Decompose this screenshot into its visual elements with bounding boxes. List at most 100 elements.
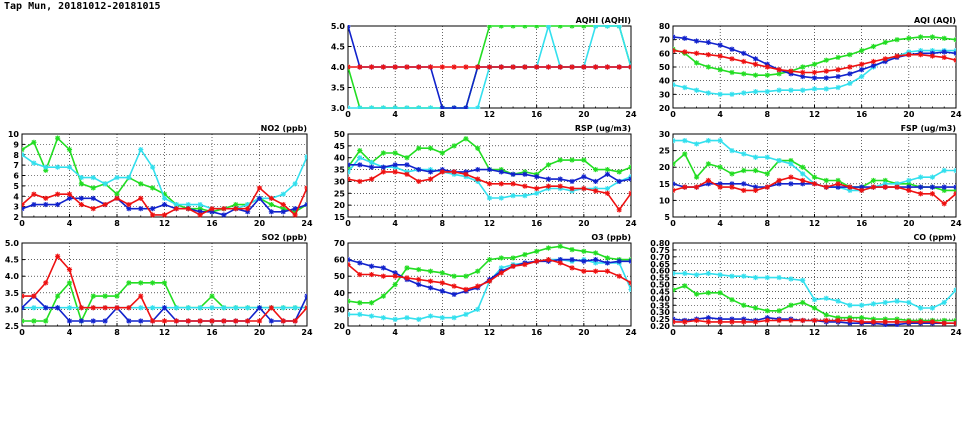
y-tick-label: 3.5 [5,289,20,298]
data-point-red [835,317,841,324]
data-point-green [392,281,398,288]
data-point-red [209,318,215,324]
x-tick-label: 16 [531,110,543,119]
x-tick-label: 0 [345,328,351,337]
data-point-green [569,247,575,253]
data-point-cyan [78,174,84,181]
x-tick-label: 16 [856,110,868,119]
data-point-cyan [705,270,711,277]
x-tick-label: 4 [67,219,73,228]
y-tick-label: 10 [8,130,20,139]
data-point-red [66,266,73,273]
data-point-green [22,318,25,324]
data-point-green [138,181,144,187]
y-tick-label: 60 [659,49,671,58]
data-point-red [380,273,386,279]
data-point-green [114,191,120,197]
data-point-blue [22,305,25,311]
data-point-red [475,64,481,70]
data-point-blue [245,209,251,215]
data-point-green [882,177,888,184]
data-point-cyan [185,201,191,208]
data-point-green [705,64,711,70]
data-point-green [729,69,735,76]
data-point-red [717,319,723,325]
data-point-cyan [673,270,676,277]
data-point-green [292,209,298,215]
data-point-blue [475,166,481,173]
y-tick-label: 60 [334,256,346,265]
data-point-red [43,195,49,201]
x-tick-label: 0 [670,219,676,228]
y-tick-label: 5.0 [331,22,346,31]
data-point-cyan [114,174,120,181]
x-tick-label: 16 [206,219,218,228]
data-point-cyan [788,276,794,282]
chart-aqhi: 0 4 8 12 16 20 24 3.0 3.5 4.0 4.5 5.0 AQHI (AQHI) [331,16,637,119]
data-point-green [581,157,587,163]
data-point-red [138,293,144,299]
series-cyan [673,48,956,97]
data-point-blue [929,184,936,190]
data-point-green [835,177,841,184]
data-point-green [929,34,936,40]
x-tick-label: 24 [625,110,637,119]
data-point-red [197,212,203,218]
data-point-green [835,315,841,321]
data-point-red [534,185,540,192]
data-point-cyan [682,138,688,144]
y-tick-label: 30 [334,177,346,186]
data-point-green [918,34,924,40]
chart-title: FSP (ug/m3) [901,124,956,133]
data-point-red [682,49,688,55]
data-point-cyan [929,174,936,180]
data-point-blue [90,318,96,324]
data-point-blue [894,322,900,327]
chart-so2: 0 4 8 12 16 20 24 2.5 3.0 3.5 4.0 4.5 5.0 SO2 (ppb) [5,233,313,337]
data-point-green [581,248,587,254]
data-point-blue [161,305,168,311]
data-point-green [870,177,877,184]
data-point-green [811,61,818,67]
data-point-red [348,261,351,268]
data-point-cyan [209,305,215,311]
data-point-blue [729,316,735,322]
data-point-cyan [752,89,759,95]
data-point-red [811,181,818,187]
data-point-red [800,69,806,76]
data-point-blue [682,35,688,41]
data-point-cyan [404,105,410,109]
data-point-cyan [953,167,956,174]
data-point-cyan [348,169,351,175]
data-point-green [741,302,747,308]
data-point-cyan [404,315,410,321]
data-point-red [870,58,877,65]
data-point-red [451,64,457,70]
data-point-red [800,177,806,184]
data-point-cyan [673,82,676,88]
data-point-blue [557,176,563,182]
data-point-green [439,270,445,276]
data-point-red [894,184,900,190]
data-point-green [835,54,841,61]
y-tick-label: 80 [659,22,671,31]
y-tick-label: 35 [334,166,346,175]
data-point-green [729,297,735,303]
data-point-red [673,187,676,194]
data-point-green [197,206,203,212]
data-point-cyan [752,154,759,160]
data-point-green [486,257,493,263]
data-point-red [729,319,735,325]
data-point-cyan [427,313,434,319]
data-point-red [929,53,936,59]
x-tick-label: 12 [809,110,820,119]
data-point-cyan [906,299,912,306]
data-point-blue [522,171,528,177]
data-point-green [233,201,239,208]
data-point-red [776,67,782,73]
x-tick-label: 8 [114,219,120,228]
x-tick-label: 0 [19,328,25,337]
data-point-red [522,183,528,189]
data-point-cyan [682,84,688,91]
data-point-green [729,171,735,177]
